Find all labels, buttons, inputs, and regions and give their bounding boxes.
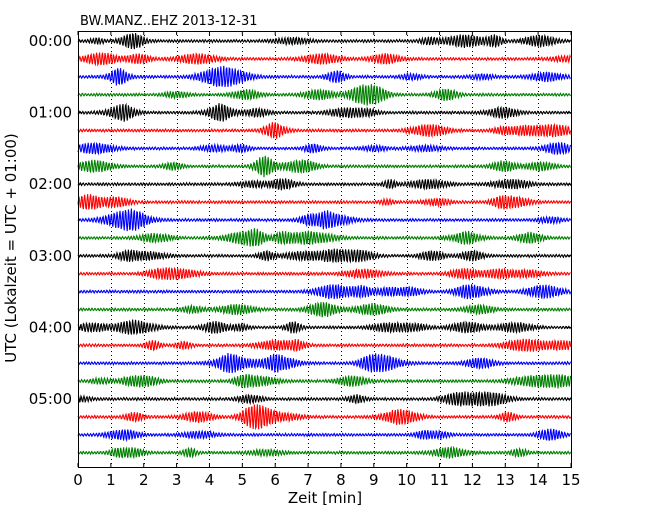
seismic-trace	[77, 404, 572, 431]
x-tick-label: 11	[430, 471, 449, 489]
seismic-trace	[77, 102, 572, 122]
x-tick-label: 8	[336, 471, 346, 489]
seismic-trace	[77, 428, 572, 443]
seismic-trace	[77, 51, 572, 67]
x-tick-label: 2	[139, 471, 149, 489]
x-axis-ticks: 0 1 2 3 4 5 6 7 8 9 10 11 12 13 14 15	[73, 31, 581, 489]
x-tick-label: 14	[529, 471, 548, 489]
seismic-trace	[77, 338, 572, 353]
chart-title: BW.MANZ..EHZ 2013-12-31	[80, 14, 258, 29]
x-tick-label: 6	[270, 471, 280, 489]
y-axis-label: UTC (Lokalzeit = UTC + 01:00)	[2, 133, 20, 363]
seismic-trace	[77, 353, 572, 374]
y-axis-ticks: 00:00 01:00 02:00 03:00 04:00 05:00	[29, 32, 571, 408]
seismic-trace	[77, 284, 572, 300]
seismic-trace	[77, 141, 572, 156]
seismic-trace	[77, 266, 571, 282]
seismic-trace	[77, 248, 571, 264]
y-tick-label: 04:00	[29, 318, 72, 336]
x-tick-label: 13	[496, 471, 515, 489]
x-tick-label: 10	[397, 471, 416, 489]
seismic-trace	[77, 122, 572, 139]
seismic-trace	[77, 155, 572, 178]
x-tick-label: 5	[238, 471, 248, 489]
seismic-trace	[77, 208, 572, 232]
y-tick-label: 01:00	[29, 104, 72, 122]
y-tick-label: 05:00	[29, 390, 72, 408]
seismic-trace	[77, 194, 572, 210]
seismic-trace	[77, 32, 572, 50]
x-tick-label: 4	[205, 471, 215, 489]
x-tick-label: 15	[561, 471, 580, 489]
seismic-trace	[77, 373, 572, 389]
grid-lines	[111, 31, 539, 467]
seismic-trace	[77, 84, 572, 106]
seismic-trace	[77, 319, 571, 336]
seismic-trace	[77, 65, 572, 88]
plot-frame	[78, 31, 572, 468]
y-tick-label: 02:00	[29, 175, 72, 193]
seismic-trace	[77, 178, 572, 191]
x-axis-label: Zeit [min]	[288, 489, 362, 507]
traces	[77, 32, 572, 460]
seismic-trace	[77, 445, 572, 460]
x-tick-label: 7	[303, 471, 313, 489]
x-tick-label: 0	[73, 471, 83, 489]
x-tick-label: 1	[106, 471, 116, 489]
seismic-trace	[77, 390, 572, 407]
x-tick-label: 9	[369, 471, 379, 489]
seismic-trace	[77, 301, 572, 318]
y-tick-label: 03:00	[29, 247, 72, 265]
x-tick-label: 3	[172, 471, 182, 489]
seismic-trace	[77, 228, 571, 247]
y-tick-label: 00:00	[29, 32, 72, 50]
x-tick-label: 12	[463, 471, 482, 489]
